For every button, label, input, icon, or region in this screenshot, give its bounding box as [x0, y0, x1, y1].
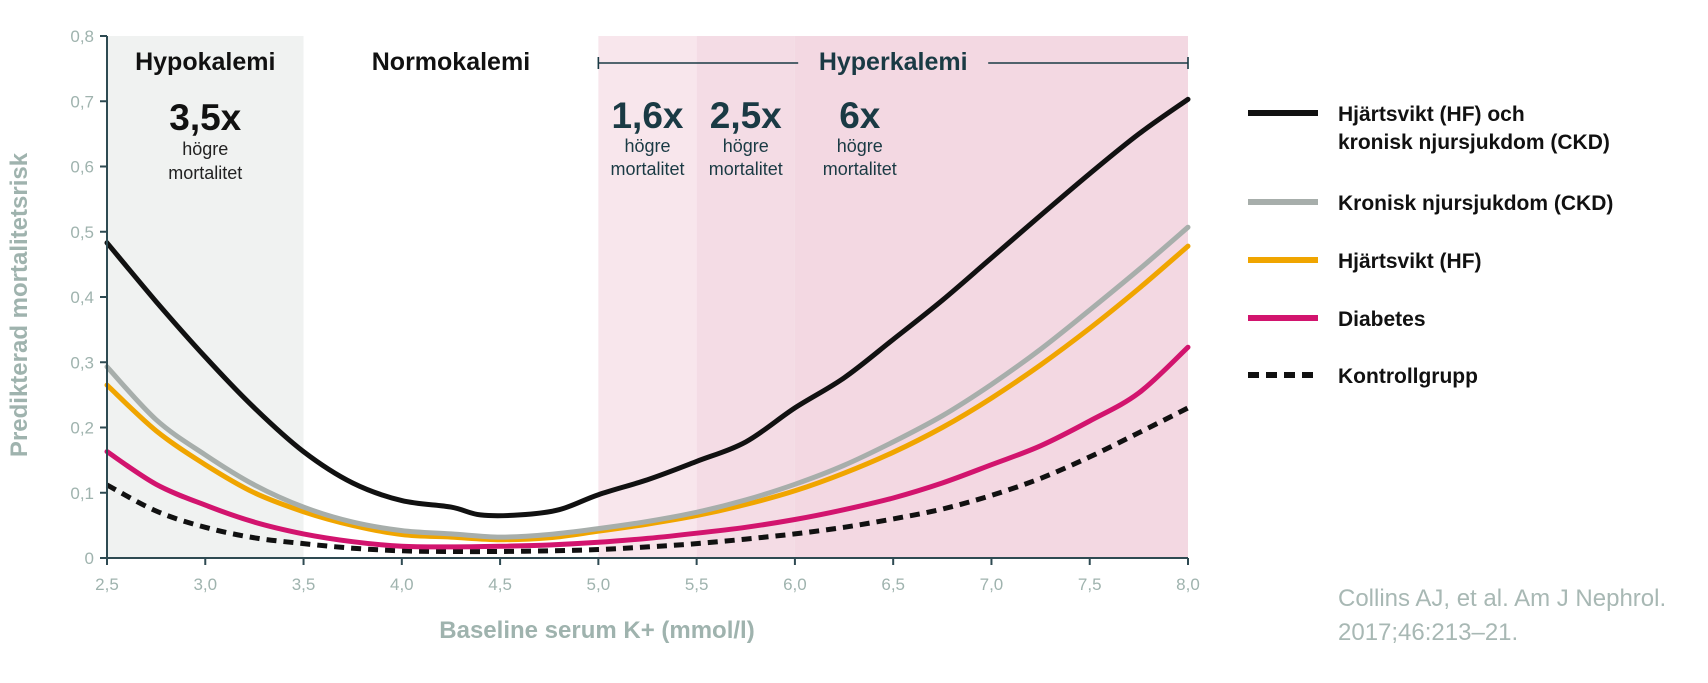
zone-titles: Hypokalemi Normokalemi Hyperkalemi — [135, 48, 1189, 76]
x-tick-label: 5,5 — [685, 575, 709, 594]
x-tick-label: 4,0 — [390, 575, 414, 594]
zone-title-hypokalemi: Hypokalemi — [135, 48, 275, 76]
annotation-line-2: mortalitet — [610, 159, 684, 179]
series-line-0 — [104, 96, 1191, 519]
x-axis-title: Baseline serum K+ (mmol/l) — [439, 617, 754, 644]
zone-backgrounds — [107, 36, 1188, 558]
y-tick-label: 0 — [85, 549, 94, 568]
y-tick-label: 0,4 — [70, 288, 94, 307]
x-tick-label: 7,0 — [980, 575, 1004, 594]
x-tick-label: 7,5 — [1078, 575, 1102, 594]
annotation-line-2: mortalitet — [823, 159, 897, 179]
x-tick-label: 2,5 — [95, 575, 119, 594]
y-axis-ticks: 0 0,1 0,2 0,3 0,4 0,5 0,6 0,7 0,8 — [70, 27, 107, 568]
y-tick-label: 0,1 — [70, 484, 94, 503]
y-tick-label: 0,7 — [70, 92, 94, 111]
annotation-line-2: mortalitet — [709, 159, 783, 179]
zone-title-hyperkalemi: Hyperkalemi — [819, 48, 968, 76]
x-axis-ticks: 2,5 3,0 3,5 4,0 4,5 5,0 5,5 6,0 6,5 7,0 7,5 8,0 — [95, 558, 1200, 594]
y-tick-label: 0,5 — [70, 223, 94, 242]
y-axis-title: Predikterad mortalitetsrisk — [6, 152, 33, 457]
legend-label-0: kronisk njursjukdom (CKD) — [1338, 131, 1610, 154]
hyperkalemi-bracket — [597, 57, 1189, 69]
annotation-multiplier: 1,6x — [611, 95, 683, 136]
annotation-multiplier: 2,5x — [710, 95, 782, 136]
annotation-line-2: mortalitet — [168, 163, 242, 183]
mortality-annotations: 3,5xhögremortalitet1,6xhögremortalitet2,… — [168, 95, 897, 183]
hyper-band-1 — [696, 36, 795, 558]
series-line-2 — [104, 243, 1191, 543]
zone-bg-hypokalemi — [107, 36, 304, 558]
y-tick-label: 0,6 — [70, 158, 94, 177]
hyper-band-0 — [598, 36, 697, 558]
legend-label-4: Kontrollgrupp — [1338, 365, 1478, 388]
x-tick-label: 6,5 — [881, 575, 905, 594]
legend-label-1: Kronisk njursjukdom (CKD) — [1338, 192, 1613, 215]
legend-label-3: Diabetes — [1338, 308, 1426, 331]
x-tick-label: 3,0 — [193, 575, 217, 594]
series-line-1 — [104, 224, 1191, 540]
source-citation-line-2: 2017;46:213–21. — [1338, 619, 1518, 646]
series-curves — [104, 96, 1191, 555]
annotation-line-1: högre — [624, 136, 670, 156]
y-tick-label: 0,3 — [70, 353, 94, 372]
axes: 2,5 3,0 3,5 4,0 4,5 5,0 5,5 6,0 6,5 7,0 7,5 8,0 0 0,… — [70, 27, 1199, 594]
annotation-line-1: högre — [837, 136, 883, 156]
hyper-band-2 — [794, 36, 1188, 558]
annotation-line-1: högre — [723, 136, 769, 156]
x-tick-label: 6,0 — [783, 575, 807, 594]
annotation-multiplier: 3,5x — [169, 97, 241, 138]
legend: Hjärtsvikt (HF) och kronisk njursjukdom (… — [1248, 103, 1613, 388]
zone-title-normokalemi: Normokalemi — [372, 48, 530, 76]
series-line-4 — [105, 405, 1190, 555]
x-tick-label: 4,5 — [488, 575, 512, 594]
annotation-multiplier: 6x — [839, 95, 881, 136]
y-tick-label: 0,8 — [70, 27, 94, 46]
y-tick-label: 0,2 — [70, 419, 94, 438]
x-tick-label: 3,5 — [292, 575, 316, 594]
series-line-3 — [104, 344, 1191, 550]
x-tick-label: 8,0 — [1176, 575, 1200, 594]
source-citation-line-1: Collins AJ, et al. Am J Nephrol. — [1338, 585, 1666, 612]
x-tick-label: 5,0 — [587, 575, 611, 594]
annotation-line-1: högre — [182, 139, 228, 159]
legend-label-2: Hjärtsvikt (HF) — [1338, 250, 1482, 273]
legend-label-0: Hjärtsvikt (HF) och — [1338, 103, 1525, 126]
